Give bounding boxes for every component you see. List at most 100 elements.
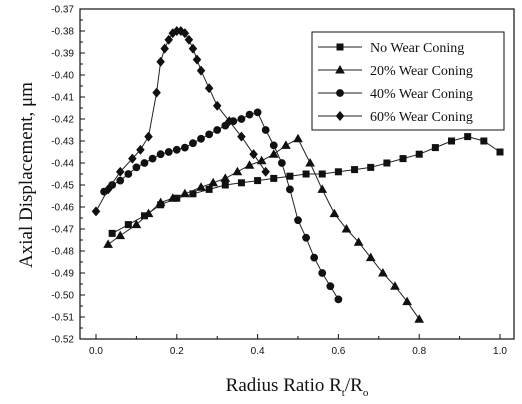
legend-item: 20% Wear Coning (318, 64, 473, 79)
legend: No Wear Coning 20% Wear Coning 40% Wear Co… (311, 31, 505, 131)
data-point (103, 184, 113, 195)
data-point (103, 239, 113, 248)
data-point (293, 133, 303, 143)
data-point (269, 141, 278, 150)
legend-marker (335, 64, 345, 74)
data-point (496, 148, 504, 156)
data-point (365, 252, 376, 262)
data-point (351, 166, 359, 174)
data-point (164, 34, 173, 45)
data-point (184, 34, 194, 45)
data-point (414, 314, 425, 323)
data-point (136, 144, 145, 155)
x-axis-title-slash: /R (345, 375, 363, 396)
x-axis-ticks: 0.0 0.2 0.4 0.6 0.8 1.0 (89, 334, 507, 357)
data-point (192, 54, 202, 65)
y-tick-label: -0.40 (51, 71, 74, 82)
data-point (160, 43, 169, 54)
legend-marker (336, 89, 344, 97)
data-point (383, 159, 391, 167)
y-axis-ticks: -0.37 -0.38 -0.39 -0.40 -0.41 -0.42 -0.43 -0.44… (51, 5, 85, 346)
y-tick-label: -0.49 (51, 269, 74, 280)
legend-item: No Wear Coning (318, 41, 464, 56)
data-point (148, 154, 157, 163)
data-point (480, 137, 488, 145)
data-point (225, 116, 234, 127)
data-point (212, 100, 222, 111)
data-point (318, 170, 326, 178)
data-point (245, 110, 254, 119)
data-point (208, 177, 219, 187)
y-tick-label: -0.51 (51, 313, 74, 324)
x-axis-title-sub-o: o (363, 387, 369, 399)
legend-label: 40% Wear Coning (370, 87, 473, 102)
data-point (244, 160, 255, 169)
data-point (144, 131, 153, 142)
data-point (180, 188, 190, 198)
data-point (164, 148, 173, 156)
y-tick-label: -0.48 (51, 247, 74, 258)
data-point (115, 166, 125, 177)
data-point (143, 208, 154, 218)
series-square (108, 133, 504, 237)
y-tick-label: -0.52 (51, 335, 74, 346)
data-point (205, 130, 214, 139)
data-point (334, 168, 342, 176)
series-layer (91, 26, 504, 323)
data-point (205, 185, 213, 193)
x-tick-label: 0.8 (412, 346, 426, 357)
data-point (329, 208, 340, 218)
data-point (294, 216, 302, 225)
data-point (221, 121, 230, 130)
data-point (115, 230, 126, 240)
data-point (140, 159, 149, 167)
data-point (305, 157, 315, 167)
data-point (172, 145, 181, 154)
data-point (156, 150, 165, 159)
data-point (399, 155, 407, 163)
data-point (124, 221, 132, 229)
data-point (270, 174, 278, 182)
legend-box (311, 31, 505, 131)
data-point (253, 108, 262, 117)
x-axis-title-main: Radius Ratio R (226, 375, 342, 396)
data-point (108, 229, 116, 237)
data-point (237, 115, 246, 123)
data-point (448, 137, 456, 145)
series-diamond (91, 26, 270, 217)
data-point (167, 193, 178, 202)
legend-marker (336, 43, 344, 51)
y-tick-label: -0.50 (51, 291, 74, 302)
x-tick-label: 0.0 (89, 346, 103, 357)
series-circle (100, 108, 343, 304)
data-point (281, 140, 291, 149)
data-point (196, 182, 206, 191)
series-line (103, 111, 339, 300)
legend-label: 20% Wear Coning (370, 64, 473, 79)
legend-label: No Wear Coning (370, 41, 464, 56)
data-point (91, 206, 101, 217)
data-point (431, 144, 439, 152)
data-point (213, 126, 222, 134)
legend-item: 40% Wear Coning (318, 87, 473, 102)
data-point (124, 170, 133, 178)
y-tick-label: -0.44 (51, 159, 74, 170)
legend-label: 60% Wear Coning (370, 110, 473, 125)
data-point (254, 177, 262, 185)
x-axis-title-sub-t: t (342, 387, 345, 399)
data-point (302, 170, 310, 178)
data-point (131, 219, 142, 229)
y-tick-label: -0.38 (51, 27, 74, 38)
data-point (402, 296, 412, 306)
data-point (221, 181, 229, 189)
data-point (326, 282, 335, 291)
legend-item: 60% Wear Coning (318, 110, 473, 125)
data-point (277, 159, 286, 167)
y-tick-label: -0.43 (51, 137, 74, 148)
data-point (128, 153, 137, 164)
data-point (116, 176, 125, 185)
y-tick-label: -0.39 (51, 49, 74, 60)
data-point (237, 179, 245, 187)
x-tick-label: 1.0 (493, 346, 507, 357)
